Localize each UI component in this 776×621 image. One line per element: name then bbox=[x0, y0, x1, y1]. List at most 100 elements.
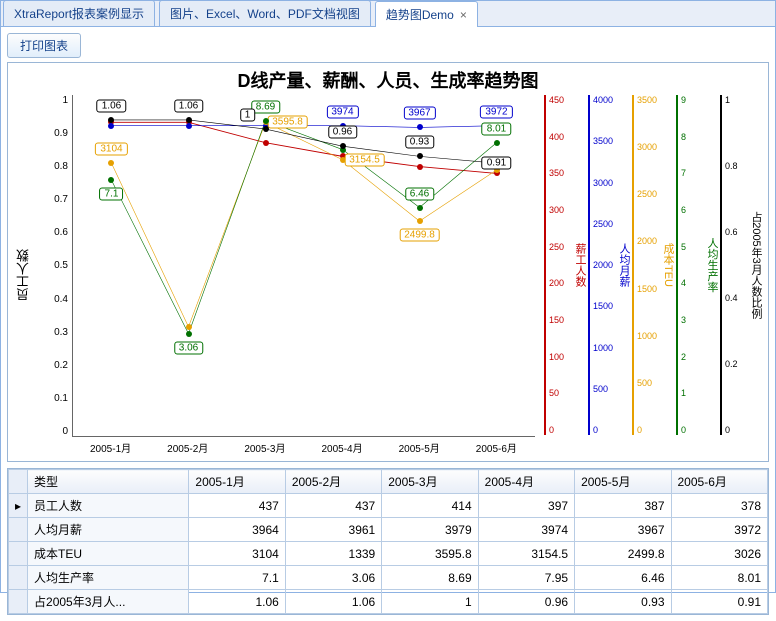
chart-title: D线产量、薪酬、人员、生成率趋势图 bbox=[14, 67, 762, 93]
col-header[interactable]: 2005-2月 bbox=[285, 470, 381, 494]
value-label: 7.1 bbox=[100, 188, 124, 201]
cell: 6.46 bbox=[575, 566, 671, 590]
toolbar: 打印图表 bbox=[7, 33, 769, 58]
col-header[interactable]: 2005-3月 bbox=[382, 470, 478, 494]
data-point bbox=[417, 218, 423, 224]
cell: 437 bbox=[285, 494, 381, 518]
data-point bbox=[417, 164, 423, 170]
cell: 437 bbox=[189, 494, 285, 518]
value-label: 0.96 bbox=[328, 126, 357, 139]
value-label: 8.01 bbox=[482, 122, 511, 135]
tab-strip: XtraReport报表案例显示 图片、Excel、Word、PDF文档视图 趋… bbox=[1, 1, 775, 27]
data-point bbox=[263, 126, 269, 132]
secondary-axis: 450400350300250200150100500薪工人数 bbox=[544, 95, 586, 435]
cell: 378 bbox=[671, 494, 768, 518]
tab-trendchart[interactable]: 趋势图Demo× bbox=[375, 1, 478, 27]
table-row[interactable]: 人均生产率7.13.068.697.956.468.01 bbox=[9, 566, 768, 590]
data-point bbox=[494, 140, 500, 146]
value-label: 3.06 bbox=[174, 341, 203, 354]
data-point bbox=[263, 118, 269, 124]
col-header[interactable]: 2005-5月 bbox=[575, 470, 671, 494]
value-label: 2499.8 bbox=[399, 229, 440, 242]
cell: 3979 bbox=[382, 518, 478, 542]
cell: 0.96 bbox=[478, 590, 574, 614]
tab-xtrareport[interactable]: XtraReport报表案例显示 bbox=[3, 0, 155, 26]
x-tick: 2005-4月 bbox=[321, 440, 362, 455]
cell: 7.1 bbox=[189, 566, 285, 590]
cell: 3972 bbox=[671, 518, 768, 542]
table-row[interactable]: 成本TEU310413393595.83154.52499.83026 bbox=[9, 542, 768, 566]
cell: 8.01 bbox=[671, 566, 768, 590]
cell: 3154.5 bbox=[478, 542, 574, 566]
data-point bbox=[186, 331, 192, 337]
secondary-axis: 9876543210人均生产率 bbox=[676, 95, 718, 435]
value-label: 6.46 bbox=[405, 187, 434, 200]
table-row[interactable]: 人均月薪396439613979397439673972 bbox=[9, 518, 768, 542]
cell: 1.06 bbox=[189, 590, 285, 614]
value-label: 3595.8 bbox=[267, 116, 308, 129]
value-label: 3104 bbox=[95, 143, 127, 156]
row-label: 成本TEU bbox=[28, 542, 189, 566]
data-point bbox=[108, 117, 114, 123]
cell: 3595.8 bbox=[382, 542, 478, 566]
data-point bbox=[340, 143, 346, 149]
x-tick: 2005-1月 bbox=[90, 440, 131, 455]
row-label: 员工人数 bbox=[28, 494, 189, 518]
cell: 7.95 bbox=[478, 566, 574, 590]
data-point bbox=[186, 324, 192, 330]
plot-area: 10.90.80.70.60.50.40.30.20.10 3974396739… bbox=[32, 95, 540, 455]
data-point bbox=[108, 177, 114, 183]
data-point bbox=[263, 140, 269, 146]
print-chart-button[interactable]: 打印图表 bbox=[7, 33, 81, 58]
data-point bbox=[186, 123, 192, 129]
secondary-axis: 3500300025002000150010005000成本TEU bbox=[632, 95, 674, 435]
tab-docview[interactable]: 图片、Excel、Word、PDF文档视图 bbox=[159, 0, 371, 26]
cell: 0.91 bbox=[671, 590, 768, 614]
cell: 414 bbox=[382, 494, 478, 518]
table-row[interactable]: 占2005年3月人...1.061.0610.960.930.91 bbox=[9, 590, 768, 614]
cell: 1 bbox=[382, 590, 478, 614]
col-header[interactable]: 2005-6月 bbox=[671, 470, 768, 494]
value-label: 3154.5 bbox=[344, 153, 385, 166]
secondary-axis: 40003500300025002000150010005000人均月薪 bbox=[588, 95, 630, 435]
cell: 1339 bbox=[285, 542, 381, 566]
data-point bbox=[417, 205, 423, 211]
cell: 3967 bbox=[575, 518, 671, 542]
value-label: 3972 bbox=[480, 105, 512, 118]
row-label: 人均生产率 bbox=[28, 566, 189, 590]
value-label: 3967 bbox=[403, 107, 435, 120]
cell: 0.93 bbox=[575, 590, 671, 614]
secondary-axis: 10.80.60.40.20占2005年3月人数比例 bbox=[720, 95, 762, 435]
col-type[interactable]: 类型 bbox=[28, 470, 189, 494]
table-row[interactable]: ▸员工人数437437414397387378 bbox=[9, 494, 768, 518]
cell: 1.06 bbox=[285, 590, 381, 614]
data-point bbox=[186, 117, 192, 123]
cell: 3026 bbox=[671, 542, 768, 566]
col-header[interactable]: 2005-1月 bbox=[189, 470, 285, 494]
chart-panel: D线产量、薪酬、人员、生成率趋势图 员工人数 10.90.80.70.60.50… bbox=[7, 62, 769, 462]
value-label: 3974 bbox=[326, 105, 358, 118]
value-label: 1.06 bbox=[97, 99, 126, 112]
cell: 3964 bbox=[189, 518, 285, 542]
cell: 397 bbox=[478, 494, 574, 518]
cell: 3.06 bbox=[285, 566, 381, 590]
x-tick: 2005-5月 bbox=[399, 440, 440, 455]
data-point bbox=[108, 160, 114, 166]
data-point bbox=[417, 124, 423, 130]
value-label: 0.93 bbox=[405, 136, 434, 149]
value-label: 1.06 bbox=[174, 99, 203, 112]
row-label: 占2005年3月人... bbox=[28, 590, 189, 614]
col-header[interactable]: 2005-4月 bbox=[478, 470, 574, 494]
x-tick: 2005-6月 bbox=[476, 440, 517, 455]
value-label: 0.91 bbox=[482, 157, 511, 170]
x-tick: 2005-2月 bbox=[167, 440, 208, 455]
data-point bbox=[108, 123, 114, 129]
data-point bbox=[417, 153, 423, 159]
cell: 3974 bbox=[478, 518, 574, 542]
cell: 3104 bbox=[189, 542, 285, 566]
primary-y-label: 员工人数 bbox=[14, 95, 32, 455]
close-icon[interactable]: × bbox=[460, 8, 467, 22]
cell: 8.69 bbox=[382, 566, 478, 590]
row-label: 人均月薪 bbox=[28, 518, 189, 542]
value-label: 1 bbox=[240, 109, 256, 122]
